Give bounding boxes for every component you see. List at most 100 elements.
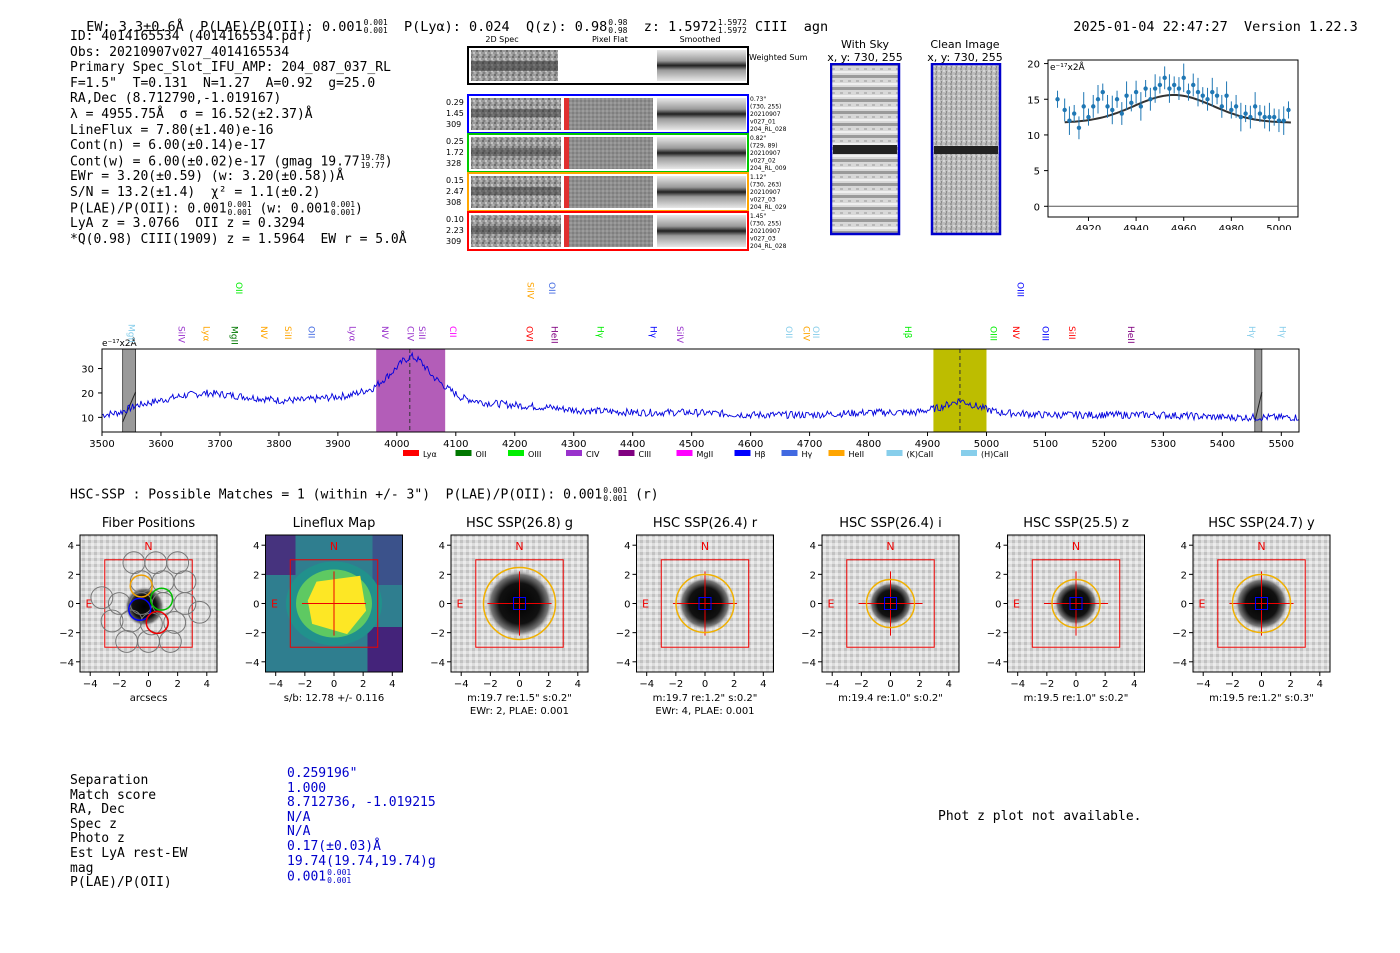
weighted-sum-smooth <box>657 50 746 81</box>
legend-label: HeII <box>849 450 865 459</box>
fit-point <box>1262 114 1267 120</box>
fit-point <box>1233 104 1239 109</box>
cutout-xtick-label: −4 <box>454 679 469 690</box>
north-label: N <box>515 540 523 553</box>
fit-ytick-label: 5 <box>1034 167 1040 178</box>
fiber-circle <box>90 586 114 610</box>
spectrum-xtick-label: 4800 <box>856 439 881 450</box>
spec-row-right-2: (730, 263) <box>750 182 781 189</box>
cutout-xtick-label: 0 <box>702 679 708 690</box>
header-version: Version 1.22.3 <box>1243 19 1358 35</box>
legend-swatch <box>781 450 798 456</box>
cutout-xtick-label: 4 <box>760 679 766 690</box>
legend-label: OII <box>476 450 487 459</box>
spectrum-line-label: Hβ <box>902 326 912 339</box>
north-label: N <box>701 540 709 553</box>
spec-row-right-3: 20210907 <box>750 150 781 157</box>
spectrum-xtick-label: 5400 <box>1210 439 1235 450</box>
fit-point <box>1055 97 1060 102</box>
match-line-hi: 0.001 <box>603 486 628 495</box>
spectrum-xtick-label: 4200 <box>502 439 527 450</box>
fit-point <box>1195 89 1201 95</box>
spectrum-highlight <box>933 349 987 432</box>
legend-label: Lyα <box>423 450 437 459</box>
spectrum-line <box>101 351 1300 422</box>
info-primary: Primary Spec_Slot_IFU_AMP: 204_087_037_R… <box>70 60 391 76</box>
spectrum-masked-hatch <box>1254 391 1263 423</box>
spectrum-xtick-label: 3700 <box>207 439 232 450</box>
spectrum-xtick-label: 4700 <box>797 439 822 450</box>
spec-row-left-3: 309 <box>446 237 461 246</box>
cutout-ytick-label: 0 <box>68 600 74 611</box>
header-kind: agn <box>803 19 829 35</box>
summary-value: 8.712736, -1.019215 <box>287 795 436 811</box>
hsc-ellipse <box>1231 573 1292 634</box>
fit-point <box>1257 111 1263 116</box>
info-params: F=1.5" T=0.131 N=1.27 A=0.92 g=25.0 <box>70 75 376 91</box>
cutout-xtick-label: 2 <box>916 679 922 690</box>
header-datetime: 2025-01-04 22:47:27 <box>1073 19 1228 35</box>
summary-value: 0.17(±0.03)Å <box>287 838 381 854</box>
hsc-ellipse <box>865 578 916 629</box>
fit-point <box>1191 82 1196 88</box>
spec-row-gap <box>654 98 657 130</box>
cutout-xtick-label: 4 <box>204 679 210 690</box>
spectrum-line-label: OII <box>233 282 243 294</box>
cutout-panels: Fiber Positions N E −4 −4 −2 −2 0 0 2 2 4 4 arcsecs Li… <box>59 516 1331 717</box>
spectrum-line-label: Lyα <box>347 326 357 342</box>
spectrum-frame <box>101 348 1300 433</box>
legend-swatch <box>886 450 903 456</box>
spectrum-xtick-label: 4100 <box>443 439 468 450</box>
header-z-lo: 1.5972 <box>717 26 747 35</box>
fit-ytick-label: 15 <box>1027 95 1040 106</box>
spec-row-left-2: 2.47 <box>446 187 464 196</box>
header-q-lo: 0.98 <box>608 26 628 35</box>
spec-row-flat-edge <box>564 137 569 169</box>
fit-point <box>1210 89 1215 95</box>
spec2d-panel: 2D Spec Pixel Flat Smoothed Weighted Sum… <box>446 35 808 251</box>
cutout-ytick-label: −2 <box>1172 629 1187 640</box>
spectrum-line-label: SiIV <box>674 326 684 344</box>
spec-row-left-3: 328 <box>446 159 461 168</box>
cutout-ytick-label: 0 <box>1181 600 1187 611</box>
cutout-xtick-label: 4 <box>1317 679 1323 690</box>
info-gmag-hi: 19.78 <box>360 152 385 162</box>
summary-value: 19.74(19.74,19.74)g <box>287 853 436 869</box>
spectrum-ytick-label: 20 <box>81 389 94 400</box>
cutout-ytick-label: −2 <box>987 629 1002 640</box>
summary-value: N/A <box>287 809 311 825</box>
east-label: E <box>1013 598 1020 611</box>
spectrum-line-label: OVI <box>524 326 534 342</box>
cutout-xtick-label: −2 <box>1039 679 1054 690</box>
summary-plae-hi: 0.001 <box>327 868 352 878</box>
spec-row-left-1: 0.25 <box>446 137 464 146</box>
fit-point <box>1157 82 1163 88</box>
spec-row-smooth <box>657 98 746 130</box>
summary-label: Spec z <box>70 816 117 832</box>
fit-point <box>1205 97 1210 102</box>
info-radec: RA,Dec (8.712790,-1.019167) <box>70 91 282 107</box>
fit-point <box>1248 114 1253 120</box>
header-plae-hi: 0.001 <box>363 18 388 27</box>
spectrum-line-label: OII <box>546 282 556 294</box>
cutout-ytick-label: −4 <box>616 658 631 669</box>
col-flat-title: Pixel Flat <box>592 35 628 44</box>
hsc-ellipse <box>675 573 735 634</box>
spec-row-right-4: v027_03 <box>750 197 776 204</box>
north-label: N <box>1072 540 1080 553</box>
spec-row-right-5: 204_RL_028 <box>750 243 787 250</box>
cutout-xtick-label: 4 <box>575 679 581 690</box>
header-plae: P(LAE)/P(OII): 0.001 <box>200 19 363 35</box>
line-fit-chart: 0 5 10 15 20 4920 4940 4960 4980 5000 e⁻¹⁷x2Å <box>1027 59 1299 230</box>
fit-point <box>1238 114 1244 120</box>
header-q-hi: 0.98 <box>608 18 628 27</box>
cutout-caption: m:19.5 re:1.2" s:0.3" <box>1209 693 1314 704</box>
cutout-ytick-label: −2 <box>430 629 445 640</box>
spectrum-line-label: SiIV <box>176 326 186 344</box>
spec-row-right-5: 204_RL_009 <box>750 165 787 172</box>
spectrum-line-label: MgII <box>229 326 239 345</box>
fit-point <box>1152 86 1158 91</box>
match-line-text: HSC-SSP : Possible Matches = 1 (within +… <box>70 487 603 503</box>
cutout-caption: arcsecs <box>130 693 168 704</box>
fit-point <box>1124 93 1129 98</box>
